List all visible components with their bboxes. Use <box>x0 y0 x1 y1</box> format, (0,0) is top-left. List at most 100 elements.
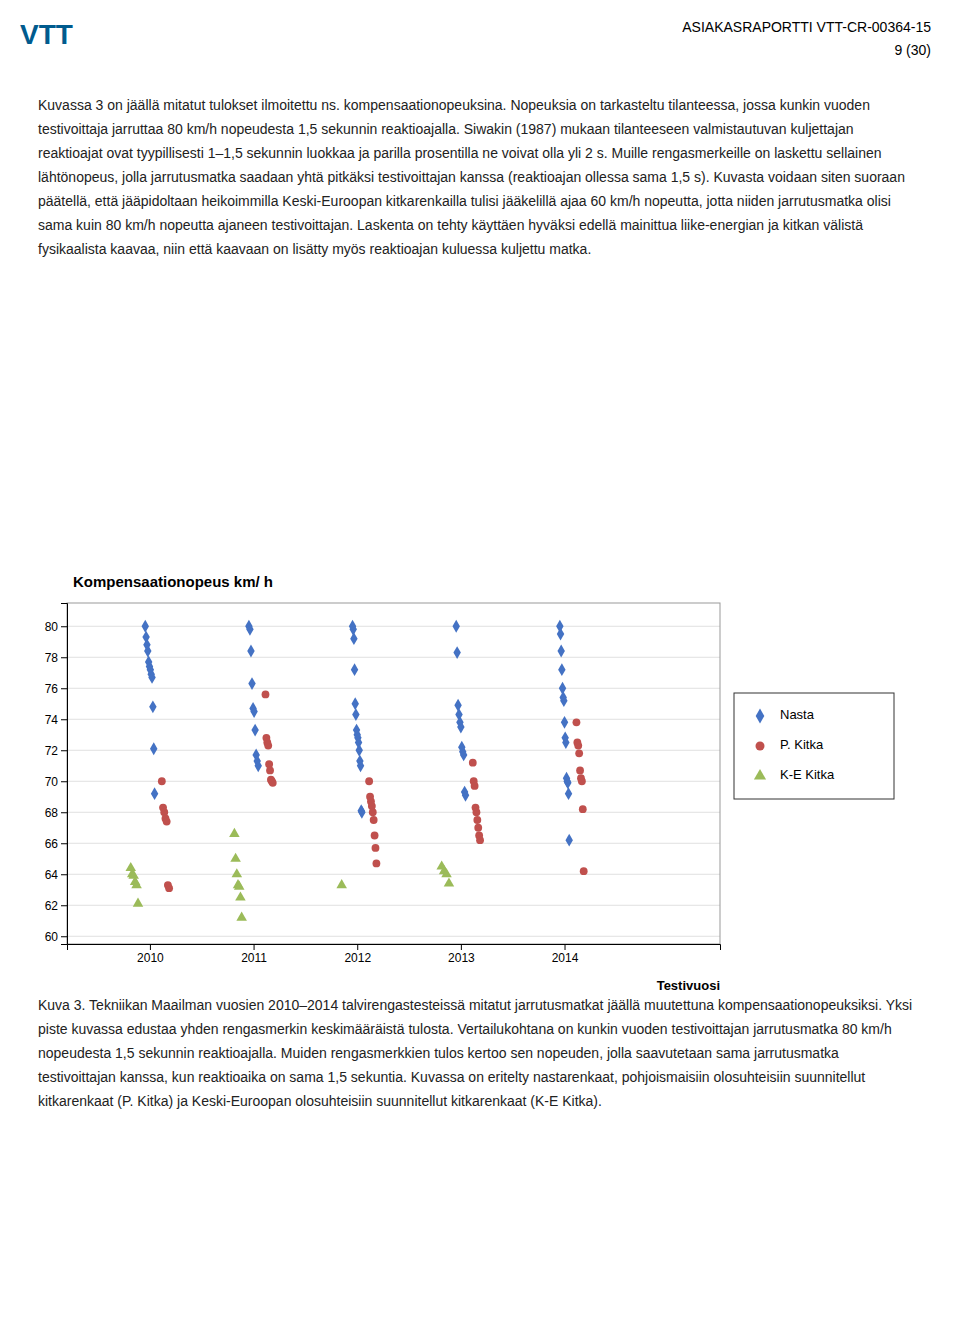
point <box>576 766 584 774</box>
x-tick: 2012 <box>344 944 371 965</box>
text-line: lähtönopeus, jolla jarrutusmatka saadaan… <box>38 169 905 185</box>
points <box>125 620 587 921</box>
point <box>229 828 240 837</box>
legend-label: K-E Kitka <box>780 767 835 782</box>
paragraph: Kuvassa 3 on jäällä mitatut tulokset ilm… <box>38 97 905 257</box>
point <box>565 787 572 800</box>
y-tick-label: 76 <box>45 682 59 696</box>
y-tick: 78 <box>45 651 67 665</box>
grid-line <box>67 688 720 689</box>
y-tick-mark <box>61 781 67 782</box>
text-line: kitkarenkaat (P. Kitka) ja Keski-Euroopa… <box>38 1093 602 1109</box>
point <box>557 645 564 658</box>
point <box>352 697 359 710</box>
y-tick-label: 80 <box>45 620 59 634</box>
y-tick: 68 <box>45 806 67 820</box>
legend-marker <box>756 709 765 724</box>
point <box>163 818 171 826</box>
point <box>150 742 157 755</box>
y-tick-label: 78 <box>45 651 59 665</box>
point <box>357 759 364 772</box>
point <box>444 877 455 886</box>
point <box>372 859 380 867</box>
point <box>128 870 139 879</box>
text-line: reaktioajat ovat tyypillisesti 1–1,5 sek… <box>38 145 882 161</box>
grid-line <box>67 843 720 844</box>
point <box>557 628 564 641</box>
point <box>255 759 262 772</box>
y-tick-label: 62 <box>45 899 59 913</box>
x-tick: 2014 <box>552 944 579 965</box>
legend-marker <box>754 769 766 780</box>
y-tick: 66 <box>45 837 67 851</box>
point <box>369 808 377 816</box>
y-tick: 60 <box>45 930 67 944</box>
point <box>564 776 571 789</box>
point <box>560 694 567 707</box>
y-tick-label: 60 <box>45 930 59 944</box>
y-tick: 70 <box>45 775 67 789</box>
x-tick: 2011 <box>241 944 267 965</box>
point <box>469 759 477 767</box>
grid-line <box>67 626 720 627</box>
y-tick: 80 <box>45 620 67 634</box>
point <box>269 779 277 787</box>
point <box>148 671 155 684</box>
point <box>453 646 460 659</box>
chart-title: Kompensaationopeus km/ h <box>73 573 273 590</box>
y-tick-mark <box>61 657 67 658</box>
point <box>370 816 378 824</box>
point <box>248 677 255 690</box>
x-axis-title: Testivuosi <box>657 978 720 993</box>
point <box>246 623 253 636</box>
x-tick-label: 2011 <box>241 951 267 965</box>
y-axis-line <box>61 604 68 945</box>
text-line: testivoittaja jarruttaa 80 km/h nopeudes… <box>38 121 854 137</box>
header-line: ASIAKASRAPORTTI VTT-CR-00364-15 <box>682 19 931 35</box>
x-tick-mark <box>150 944 151 950</box>
page: VTT ASIAKASRAPORTTI VTT-CR-00364-15 9 (30)… <box>0 0 960 1339</box>
y-tick-label: 68 <box>45 806 59 820</box>
point <box>247 645 254 658</box>
point <box>236 912 247 921</box>
point <box>251 724 258 737</box>
y-axis: 6062646668707274767880 <box>45 604 68 945</box>
header-line: 9 (30) <box>894 42 931 58</box>
point <box>165 884 173 892</box>
y-tick-mark <box>61 874 67 875</box>
legend-marker <box>755 741 764 750</box>
x-tick: 2010 <box>137 944 164 965</box>
point <box>232 868 243 877</box>
point <box>580 867 588 875</box>
y-tick-label: 72 <box>45 744 59 758</box>
text-line: testivoittajan kanssa, kun reaktioaika o… <box>38 1069 865 1085</box>
grid <box>67 626 720 936</box>
point <box>457 721 464 734</box>
grid-line <box>67 905 720 906</box>
grid-line <box>67 719 720 720</box>
y-tick-label: 70 <box>45 775 59 789</box>
x-tick-label: 2013 <box>448 951 475 965</box>
y-tick-mark <box>61 936 67 937</box>
y-tick-label: 66 <box>45 837 59 851</box>
point <box>230 853 241 862</box>
grid-line <box>67 657 720 658</box>
point <box>352 708 359 721</box>
point <box>358 806 365 819</box>
point <box>125 862 136 871</box>
logo: VTT <box>20 19 73 50</box>
y-tick-mark <box>61 750 67 751</box>
plot-frame <box>67 603 720 944</box>
point <box>372 844 380 852</box>
point <box>573 718 581 726</box>
x-tick-mark <box>254 944 255 950</box>
series-points <box>142 620 573 847</box>
x-tick-label: 2012 <box>344 951 371 965</box>
point <box>350 632 357 645</box>
y-tick-mark <box>61 688 67 689</box>
point <box>473 816 481 824</box>
legend-box <box>734 693 894 799</box>
point <box>264 742 272 750</box>
point <box>365 777 373 785</box>
point <box>133 898 144 907</box>
